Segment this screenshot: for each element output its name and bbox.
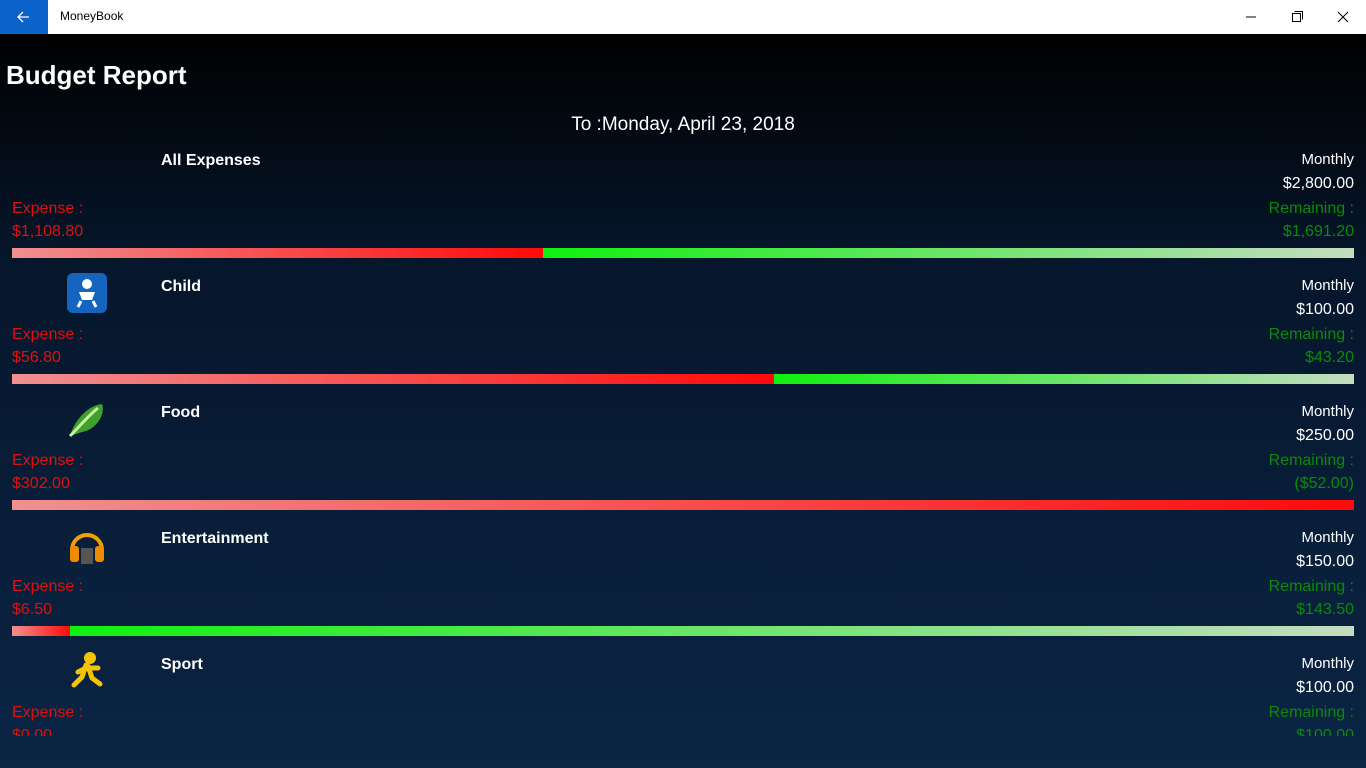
remaining-label: Remaining : [1268,704,1354,721]
category-name: All Expenses [161,152,261,169]
budget-row: Sport Monthly $100.00 Expense : $0.00 Remaini… [0,650,1366,736]
report-date: To :Monday, April 23, 2018 [571,114,795,135]
expense-value: $0.00 [12,727,53,736]
category-name: Sport [161,656,203,673]
remaining-label: Remaining : [1268,578,1354,595]
expense-label: Expense : [12,578,84,595]
expense-segment [12,248,544,258]
expense-label: Expense : [12,704,84,721]
remaining-segment [70,626,1354,636]
expense-value: $6.50 [12,601,53,618]
category-name: Food [161,404,201,421]
budget-amount: $2,800.00 [1282,175,1354,192]
expense-value: $56.80 [12,349,61,366]
budget-amount: $250.00 [1296,427,1354,444]
remaining-segment [543,248,1354,258]
remaining-label: Remaining : [1268,200,1354,217]
budget-row: Child Monthly $100.00 Expense : $56.80 Remain… [0,272,1366,398]
expense-label: Expense : [12,200,84,217]
progress-bar [12,500,1354,510]
budget-amount: $100.00 [1296,679,1354,696]
expense-segment [12,500,1354,510]
back-arrow-icon [17,11,29,23]
budget-list: All Expenses Monthly $2,800.00 Expense : $1,… [0,146,1366,736]
budget-amount: $150.00 [1296,553,1354,570]
expense-label: Expense : [12,452,84,469]
progress-bar [12,626,1354,636]
category-icon [68,404,103,438]
expense-value: $302.00 [12,475,70,492]
category-name: Entertainment [161,530,269,547]
remaining-value: $1,691.20 [1282,223,1354,240]
category-icon [71,652,103,688]
title-bar: MoneyBook [0,0,1366,34]
category-name: Child [161,278,201,295]
expense-segment [12,374,775,384]
progress-bar [12,374,1354,384]
expense-value: $1,108.80 [12,223,84,240]
remaining-label: Remaining : [1268,326,1354,343]
close-button[interactable] [1320,0,1366,34]
budget-row: Entertainment Monthly $150.00 Expense : $6.5… [0,524,1366,650]
remaining-value: ($52.00) [1294,475,1354,492]
app-title: MoneyBook [60,9,124,23]
remaining-value: $100.00 [1296,727,1354,736]
remaining-value: $43.20 [1305,349,1354,366]
expense-label: Expense : [12,326,84,343]
content: Budget Report To :Monday, April 23, 2018… [0,34,1366,768]
remaining-value: $143.50 [1296,601,1354,618]
budget-row: All Expenses Monthly $2,800.00 Expense : $1,… [0,146,1366,272]
expense-segment [12,626,71,636]
budget-period: Monthly [1301,277,1354,294]
category-icon [67,273,107,313]
budget-row: Food Monthly $250.00 Expense : $302.00 Remain… [0,398,1366,524]
budget-period: Monthly [1301,655,1354,672]
budget-period: Monthly [1301,403,1354,420]
budget-amount: $100.00 [1296,301,1354,318]
remaining-segment [774,374,1354,384]
budget-period: Monthly [1301,151,1354,168]
category-icon [70,533,104,564]
restore-button[interactable] [1274,0,1320,34]
progress-bar [12,248,1354,258]
budget-period: Monthly [1301,529,1354,546]
remaining-label: Remaining : [1268,452,1354,469]
minimize-button[interactable] [1228,0,1274,34]
page-title: Budget Report [6,60,187,90]
back-button[interactable] [0,0,48,34]
